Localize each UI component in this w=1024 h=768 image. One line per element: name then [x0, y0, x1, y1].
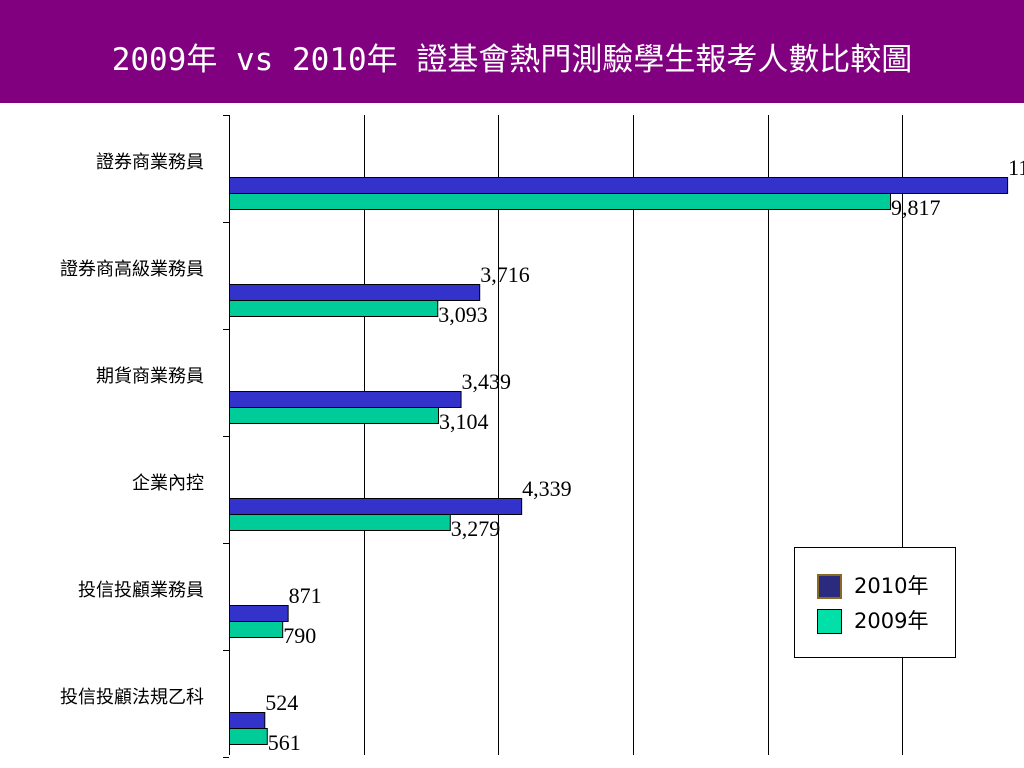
bar-2009年 — [229, 193, 892, 210]
legend-swatch-2010 — [817, 574, 842, 599]
legend-swatch-2009 — [817, 609, 842, 634]
category-label: 證券商業務員 — [96, 152, 204, 173]
data-label-2010年: 11,556 — [1008, 155, 1024, 180]
legend-label-2009: 2009年 — [854, 609, 929, 633]
category-label: 證券商高級業務員 — [60, 259, 204, 280]
category-label: 投信投顧法規乙科 — [60, 687, 204, 708]
data-label-2009年: 3,104 — [439, 409, 489, 434]
bar-2009年 — [229, 621, 284, 638]
data-label-2009年: 9,817 — [891, 195, 941, 220]
bar-2009年 — [229, 407, 440, 424]
data-label-2010年: 3,716 — [480, 262, 530, 287]
data-label-2010年: 524 — [265, 690, 298, 715]
bar-2010年 — [229, 177, 1009, 194]
data-label-2009年: 790 — [283, 623, 316, 648]
bar-2010年 — [229, 498, 523, 515]
labels: 證券商業務員 11,556 9,817 證券商高級業務員 3,716 3,093 期貨商業務… — [60, 152, 1024, 755]
bar-2009年 — [229, 728, 268, 745]
bar-2009年 — [229, 300, 439, 317]
bar-2010年 — [229, 391, 462, 408]
data-label-2009年: 3,279 — [451, 516, 501, 541]
page-title: 2009年 vs 2010年 證基會熱門測驗學生報考人數比較圖 — [111, 42, 913, 78]
category-label: 投信投顧業務員 — [78, 580, 204, 601]
data-label-2009年: 561 — [268, 730, 301, 755]
legend-label-2010: 2010年 — [854, 574, 929, 598]
title-bar: 2009年 vs 2010年 證基會熱門測驗學生報考人數比較圖 — [0, 0, 1024, 103]
legend: 2010年 2009年 — [794, 547, 956, 658]
data-label-2010年: 3,439 — [462, 369, 512, 394]
category-axis — [223, 115, 230, 758]
data-label-2010年: 4,339 — [522, 476, 572, 501]
bar-2010年 — [229, 605, 289, 622]
category-label: 期貨商業務員 — [96, 366, 204, 387]
bar-2010年 — [229, 712, 266, 729]
data-label-2010年: 871 — [289, 583, 322, 608]
bar-2010年 — [229, 284, 481, 301]
category-label: 企業內控 — [132, 473, 204, 494]
data-label-2009年: 3,093 — [438, 302, 488, 327]
bar-chart: 證券商業務員 11,556 9,817 證券商高級業務員 3,716 3,093 期貨商業務… — [60, 115, 1024, 758]
grid-lines — [364, 115, 903, 755]
bars — [229, 177, 1009, 745]
bar-2009年 — [229, 514, 451, 531]
